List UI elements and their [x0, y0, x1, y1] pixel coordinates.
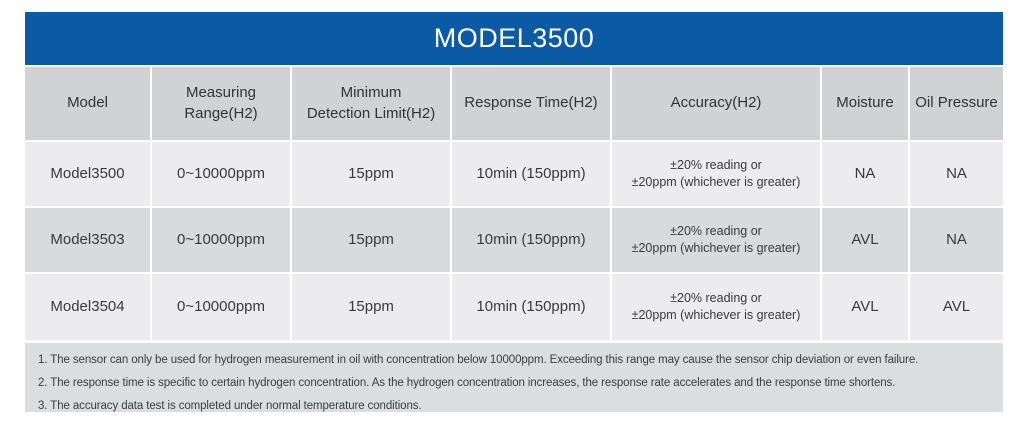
table-cell: 15ppm — [292, 142, 450, 206]
table-cell: 0~10000ppm — [152, 208, 290, 272]
column-header-model: Model — [25, 67, 150, 140]
table-cell: ±20% reading or ±20ppm (whichever is gre… — [612, 274, 820, 340]
table-cell: 15ppm — [292, 208, 450, 272]
footnote-2: 2. The response time is specific to cert… — [38, 377, 896, 389]
spec-grid: Model Measuring Range(H2) Minimum Detect… — [25, 67, 1003, 340]
table-cell: ±20% reading or ±20ppm (whichever is gre… — [612, 142, 820, 206]
table-title: MODEL3500 — [433, 23, 595, 53]
footnote-1: 1. The sensor can only be used for hydro… — [38, 354, 919, 366]
spec-table: MODEL3500 Model Measuring Range(H2) Mini… — [25, 12, 1003, 412]
table-cell: Model3504 — [25, 274, 150, 340]
table-cell: 10min (150ppm) — [452, 274, 610, 340]
column-header-response-time: Response Time(H2) — [452, 67, 610, 140]
footnotes-block: 1. The sensor can only be used for hydro… — [25, 343, 1003, 412]
table-cell: NA — [910, 142, 1003, 206]
column-header-accuracy: Accuracy(H2) — [612, 67, 820, 140]
column-header-measuring-range: Measuring Range(H2) — [152, 67, 290, 140]
table-cell: AVL — [822, 208, 908, 272]
table-cell: 15ppm — [292, 274, 450, 340]
table-cell: ±20% reading or ±20ppm (whichever is gre… — [612, 208, 820, 272]
column-header-min-detection-limit: Minimum Detection Limit(H2) — [292, 67, 450, 140]
table-cell: 0~10000ppm — [152, 142, 290, 206]
table-cell: AVL — [822, 274, 908, 340]
table-cell: Model3503 — [25, 208, 150, 272]
table-cell: AVL — [910, 274, 1003, 340]
column-header-oil-pressure: Oil Pressure — [910, 67, 1003, 140]
table-title-bar: MODEL3500 — [25, 12, 1003, 65]
column-header-moisture: Moisture — [822, 67, 908, 140]
footnote-3: 3. The accuracy data test is completed u… — [38, 400, 422, 412]
table-cell: Model3500 — [25, 142, 150, 206]
table-cell: 0~10000ppm — [152, 274, 290, 340]
table-cell: NA — [910, 208, 1003, 272]
table-cell: NA — [822, 142, 908, 206]
table-cell: 10min (150ppm) — [452, 142, 610, 206]
table-cell: 10min (150ppm) — [452, 208, 610, 272]
